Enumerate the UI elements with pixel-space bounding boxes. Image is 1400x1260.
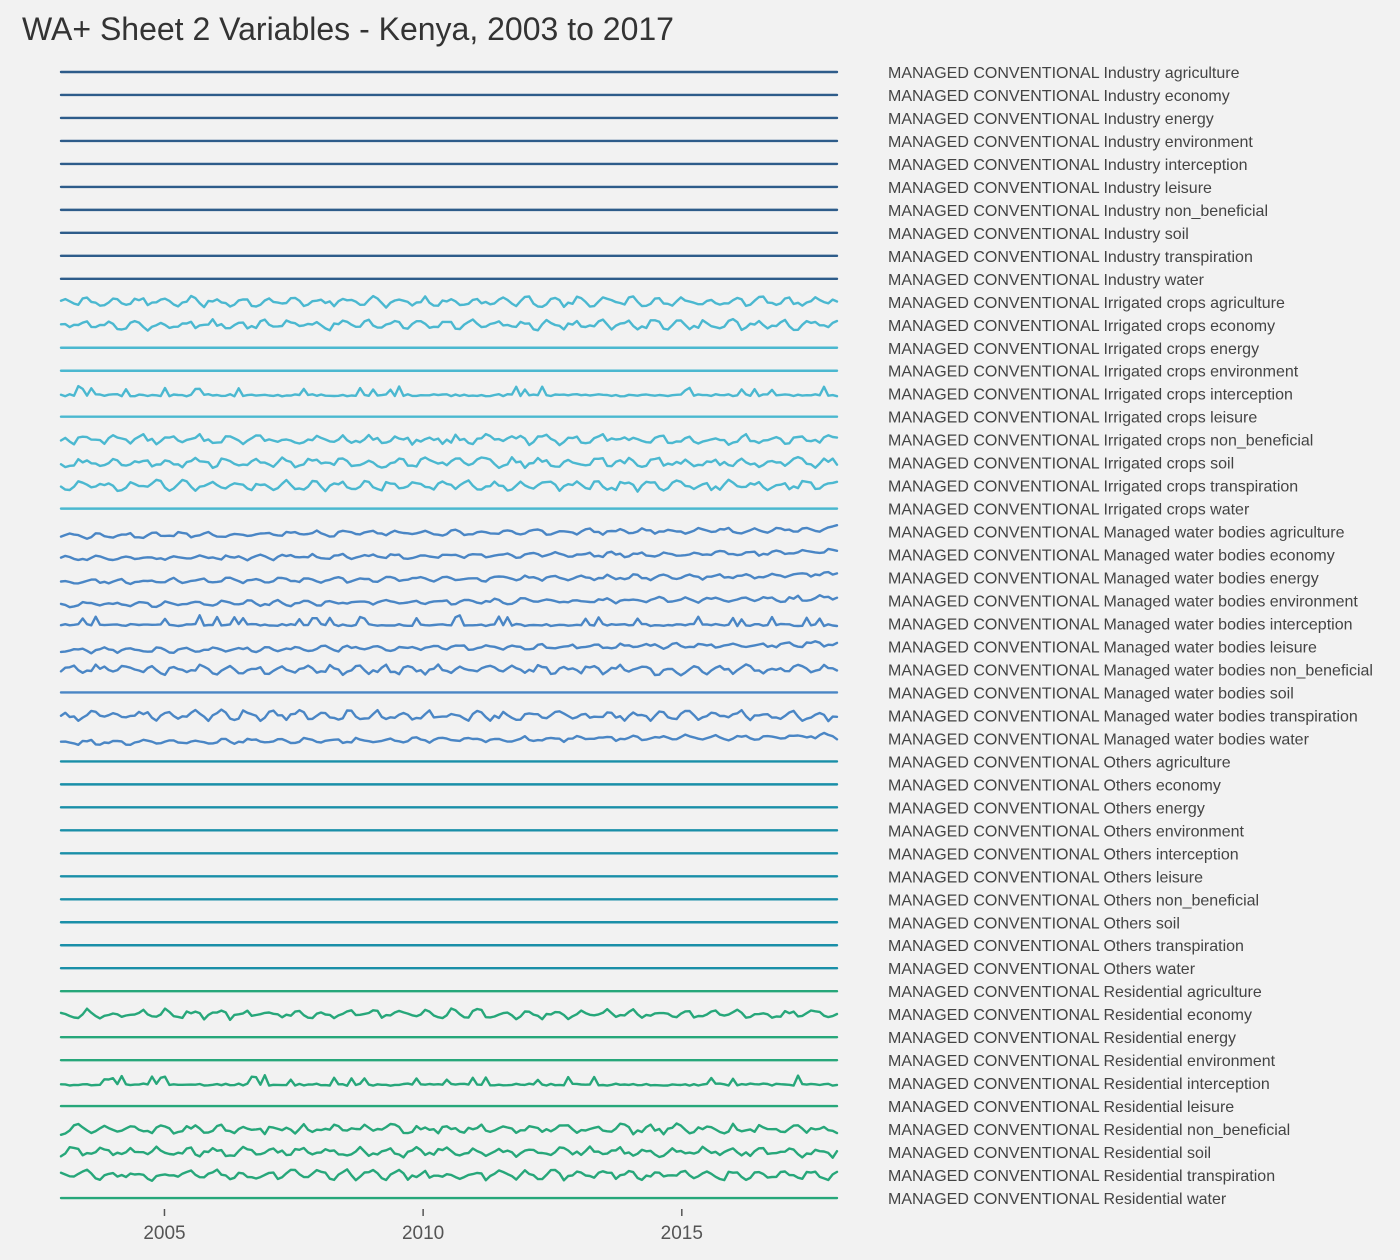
series-5-label: MANAGED CONVENTIONAL Industry intercepti… (888, 157, 1248, 174)
series-31-label: MANAGED CONVENTIONAL Others agriculture (888, 754, 1231, 771)
x-tick-label-2015: 2015 (661, 1223, 703, 1244)
series-21-label: MANAGED CONVENTIONAL Managed water bodie… (888, 525, 1345, 542)
series-34-label: MANAGED CONVENTIONAL Others environment (888, 823, 1245, 840)
series-23-line (59, 570, 839, 586)
series-48-label: MANAGED CONVENTIONAL Residential soil (888, 1145, 1211, 1162)
series-25-label: MANAGED CONVENTIONAL Managed water bodie… (888, 617, 1352, 634)
series-19-line (59, 478, 839, 493)
series-47-line (59, 1122, 839, 1136)
series-1-label: MANAGED CONVENTIONAL Industry agricultur… (888, 65, 1240, 82)
series-42-line (59, 1007, 839, 1022)
series-30-label: MANAGED CONVENTIONAL Managed water bodie… (888, 731, 1310, 748)
series-2-label: MANAGED CONVENTIONAL Industry economy (888, 88, 1230, 105)
series-21-line (59, 524, 839, 540)
series-29-line (59, 708, 839, 723)
series-14-label: MANAGED CONVENTIONAL Irrigated crops env… (888, 364, 1299, 381)
series-24-label: MANAGED CONVENTIONAL Managed water bodie… (888, 594, 1358, 611)
x-tick-label-2005: 2005 (143, 1223, 185, 1244)
series-27-label: MANAGED CONVENTIONAL Managed water bodie… (888, 662, 1373, 679)
series-26-label: MANAGED CONVENTIONAL Managed water bodie… (888, 640, 1317, 657)
series-24-line (59, 594, 839, 609)
series-18-label: MANAGED CONVENTIONAL Irrigated crops soi… (888, 456, 1234, 473)
series-labels: MANAGED CONVENTIONAL Industry agricultur… (888, 65, 1373, 1208)
series-47-label: MANAGED CONVENTIONAL Residential non_ben… (888, 1122, 1290, 1139)
series-11-line (59, 294, 839, 309)
series-28-label: MANAGED CONVENTIONAL Managed water bodie… (888, 685, 1294, 702)
series-45-label: MANAGED CONVENTIONAL Residential interce… (888, 1076, 1270, 1093)
series-19-label: MANAGED CONVENTIONAL Irrigated crops tra… (888, 479, 1298, 496)
series-17-line (59, 432, 839, 447)
series-43-label: MANAGED CONVENTIONAL Residential energy (888, 1030, 1236, 1047)
series-9-label: MANAGED CONVENTIONAL Industry transpirat… (888, 249, 1253, 266)
series-32-label: MANAGED CONVENTIONAL Others economy (888, 777, 1221, 794)
series-33-label: MANAGED CONVENTIONAL Others energy (888, 800, 1205, 817)
series-22-label: MANAGED CONVENTIONAL Managed water bodie… (888, 548, 1335, 565)
series-18-line (59, 455, 839, 470)
series-22-line (59, 547, 839, 562)
series-3-label: MANAGED CONVENTIONAL Industry energy (888, 111, 1214, 128)
series-37-label: MANAGED CONVENTIONAL Others non_benefici… (888, 892, 1259, 909)
series-4-label: MANAGED CONVENTIONAL Industry environmen… (888, 134, 1253, 151)
series-27-line (59, 663, 839, 677)
series-30-line (59, 731, 839, 746)
series-15-label: MANAGED CONVENTIONAL Irrigated crops int… (888, 387, 1293, 404)
series-15-line (59, 384, 839, 398)
series-48-line (59, 1145, 839, 1159)
series-11-label: MANAGED CONVENTIONAL Irrigated crops agr… (888, 295, 1285, 312)
series-46-label: MANAGED CONVENTIONAL Residential leisure (888, 1099, 1234, 1116)
series-50-label: MANAGED CONVENTIONAL Residential water (888, 1191, 1227, 1208)
series-49-label: MANAGED CONVENTIONAL Residential transpi… (888, 1168, 1275, 1185)
series-39-label: MANAGED CONVENTIONAL Others transpiratio… (888, 938, 1244, 955)
series-17-label: MANAGED CONVENTIONAL Irrigated crops non… (888, 433, 1313, 450)
series-7-label: MANAGED CONVENTIONAL Industry non_benefi… (888, 203, 1268, 220)
series-13-label: MANAGED CONVENTIONAL Irrigated crops ene… (888, 341, 1259, 358)
series-6-label: MANAGED CONVENTIONAL Industry leisure (888, 180, 1212, 197)
series-41-label: MANAGED CONVENTIONAL Residential agricul… (888, 984, 1262, 1001)
series-8-label: MANAGED CONVENTIONAL Industry soil (888, 226, 1189, 243)
series-45-line (59, 1074, 839, 1087)
series-35-label: MANAGED CONVENTIONAL Others interception (888, 846, 1239, 863)
series-group (59, 70, 839, 1200)
series-38-label: MANAGED CONVENTIONAL Others soil (888, 915, 1180, 932)
chart-title: WA+ Sheet 2 Variables - Kenya, 2003 to 2… (22, 11, 674, 47)
series-49-line (59, 1168, 839, 1182)
series-12-label: MANAGED CONVENTIONAL Irrigated crops eco… (888, 318, 1275, 335)
series-42-label: MANAGED CONVENTIONAL Residential economy (888, 1007, 1252, 1024)
series-16-label: MANAGED CONVENTIONAL Irrigated crops lei… (888, 410, 1257, 427)
series-25-line (59, 614, 839, 628)
x-axis: 2005 2010 2015 (143, 1209, 703, 1244)
series-10-label: MANAGED CONVENTIONAL Industry water (888, 272, 1205, 289)
series-29-label: MANAGED CONVENTIONAL Managed water bodie… (888, 708, 1358, 725)
series-44-label: MANAGED CONVENTIONAL Residential environ… (888, 1053, 1276, 1070)
series-36-label: MANAGED CONVENTIONAL Others leisure (888, 869, 1203, 886)
series-26-line (59, 640, 839, 655)
series-40-label: MANAGED CONVENTIONAL Others water (888, 961, 1196, 978)
series-23-label: MANAGED CONVENTIONAL Managed water bodie… (888, 571, 1319, 588)
x-tick-label-2010: 2010 (402, 1223, 444, 1244)
series-12-line (59, 317, 839, 332)
series-20-label: MANAGED CONVENTIONAL Irrigated crops wat… (888, 502, 1250, 519)
